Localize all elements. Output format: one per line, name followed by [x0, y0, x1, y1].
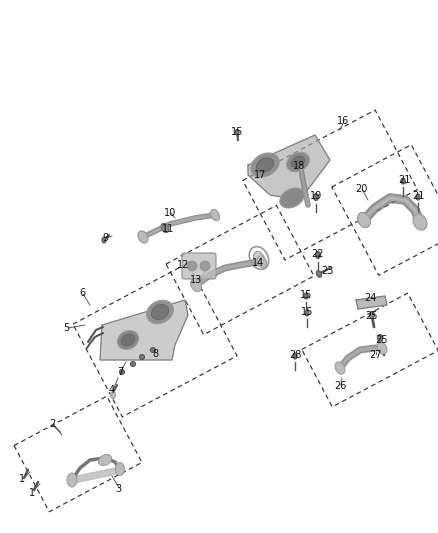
Text: 3: 3	[115, 484, 121, 494]
Text: 21: 21	[398, 175, 410, 185]
Polygon shape	[356, 296, 387, 309]
Text: 23: 23	[321, 266, 333, 276]
Text: 11: 11	[162, 224, 174, 234]
Ellipse shape	[99, 455, 112, 465]
Text: 24: 24	[364, 293, 376, 303]
Ellipse shape	[139, 354, 145, 359]
Ellipse shape	[378, 335, 382, 342]
Ellipse shape	[116, 463, 124, 475]
Ellipse shape	[335, 362, 345, 374]
Ellipse shape	[257, 256, 267, 268]
Ellipse shape	[161, 223, 169, 233]
FancyBboxPatch shape	[182, 253, 216, 279]
Text: 5: 5	[63, 323, 69, 333]
Text: 13: 13	[190, 275, 202, 285]
Text: 14: 14	[252, 258, 264, 268]
Text: 1: 1	[29, 488, 35, 498]
Polygon shape	[248, 135, 330, 200]
Text: 8: 8	[152, 349, 158, 359]
Text: 2: 2	[49, 419, 55, 429]
Text: 25: 25	[365, 311, 377, 321]
Ellipse shape	[377, 342, 387, 354]
Ellipse shape	[286, 152, 309, 172]
Text: 17: 17	[254, 170, 266, 180]
Ellipse shape	[117, 330, 138, 350]
Text: 1: 1	[19, 474, 25, 484]
Ellipse shape	[211, 209, 219, 221]
Polygon shape	[72, 467, 122, 483]
Text: 18: 18	[293, 161, 305, 171]
Ellipse shape	[120, 369, 124, 375]
Text: 22: 22	[312, 249, 324, 259]
Ellipse shape	[370, 311, 374, 319]
Ellipse shape	[147, 300, 173, 324]
Ellipse shape	[314, 193, 318, 200]
Ellipse shape	[401, 178, 405, 184]
Text: 26: 26	[334, 381, 346, 391]
Ellipse shape	[187, 261, 197, 271]
Ellipse shape	[357, 212, 371, 228]
Ellipse shape	[304, 293, 308, 299]
Text: 6: 6	[79, 288, 85, 298]
Text: 27: 27	[369, 350, 381, 360]
Text: 15: 15	[301, 307, 313, 317]
Ellipse shape	[67, 473, 77, 487]
Ellipse shape	[413, 214, 427, 230]
Ellipse shape	[315, 252, 321, 259]
Ellipse shape	[110, 392, 116, 399]
Text: 28: 28	[289, 350, 301, 360]
Ellipse shape	[191, 278, 201, 292]
Ellipse shape	[291, 157, 304, 167]
Ellipse shape	[257, 158, 273, 172]
Text: 7: 7	[117, 367, 123, 377]
Ellipse shape	[131, 361, 135, 367]
Ellipse shape	[138, 231, 148, 243]
Text: 9: 9	[102, 233, 108, 243]
Text: 15: 15	[300, 290, 312, 300]
Ellipse shape	[416, 194, 420, 200]
Ellipse shape	[316, 271, 322, 277]
Text: 10: 10	[164, 208, 176, 218]
Text: 4: 4	[109, 385, 115, 395]
Ellipse shape	[254, 252, 265, 264]
Text: 25: 25	[375, 335, 387, 345]
Text: 21: 21	[412, 191, 424, 201]
Ellipse shape	[200, 261, 210, 271]
Text: 12: 12	[177, 260, 189, 270]
Ellipse shape	[293, 353, 297, 359]
Text: 16: 16	[337, 116, 349, 126]
Ellipse shape	[152, 304, 169, 319]
Polygon shape	[100, 300, 188, 360]
Ellipse shape	[121, 334, 135, 346]
Text: 20: 20	[355, 184, 367, 194]
Ellipse shape	[251, 153, 279, 177]
Text: 15: 15	[231, 127, 243, 137]
Ellipse shape	[102, 237, 106, 243]
Ellipse shape	[151, 348, 155, 352]
Text: 19: 19	[310, 191, 322, 201]
Ellipse shape	[280, 188, 304, 208]
Ellipse shape	[235, 130, 239, 134]
Ellipse shape	[305, 310, 309, 316]
